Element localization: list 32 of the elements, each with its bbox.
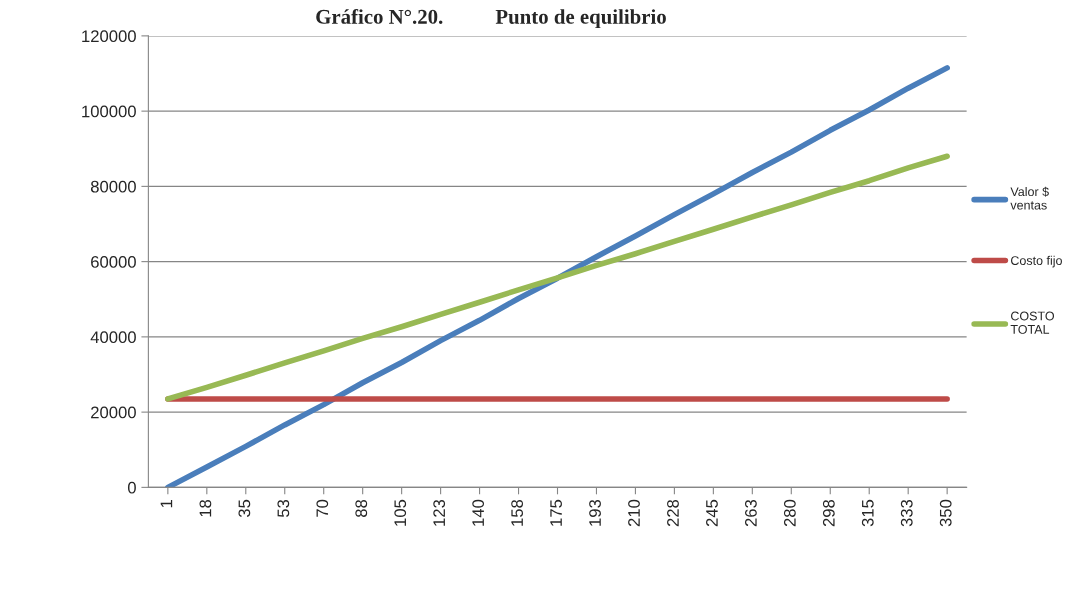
y-tick-label: 80000 (90, 180, 136, 193)
x-tick-label: 245 (706, 499, 718, 527)
x-tick-label: 105 (394, 499, 407, 526)
y-tick-label: 60000 (91, 256, 136, 268)
y-tick-label: 0 (127, 481, 136, 494)
x-tick-label: 35 (238, 499, 251, 518)
y-tick-label: 40000 (90, 331, 136, 344)
x-tick-label: 298 (822, 499, 835, 527)
y-tick-label: 20000 (91, 406, 136, 419)
legend-label: Costo fijo (1011, 255, 1062, 268)
x-tick-label: 350 (939, 499, 952, 527)
y-tick-label: 100000 (82, 105, 136, 118)
y-tick-label: 120000 (82, 30, 136, 43)
x-tick-label: 210 (628, 499, 640, 527)
x-tick-label: 228 (667, 499, 679, 527)
x-tick-label: 193 (589, 499, 601, 526)
x-tick-label: 70 (316, 499, 329, 517)
x-tick-label: 280 (783, 499, 796, 527)
x-tick-label: 1 (160, 499, 173, 508)
x-tick-label: 140 (472, 499, 485, 526)
legend-label: COSTO TOTAL (1010, 311, 1055, 334)
x-tick-label: 18 (199, 499, 212, 517)
x-tick-label: 315 (861, 499, 874, 527)
x-tick-label: 88 (355, 499, 368, 517)
x-tick-label: 263 (744, 499, 757, 527)
x-tick-label: 53 (277, 499, 290, 518)
x-tick-label: 175 (550, 499, 562, 526)
x-tick-label: 333 (900, 499, 913, 527)
legend-label: Valor $ ventas (1010, 186, 1049, 210)
x-tick-label: 158 (511, 499, 524, 526)
chart-title: Gráfico N°.20. Punto de equilibrio (316, 8, 666, 29)
x-tick-label: 123 (433, 499, 446, 526)
